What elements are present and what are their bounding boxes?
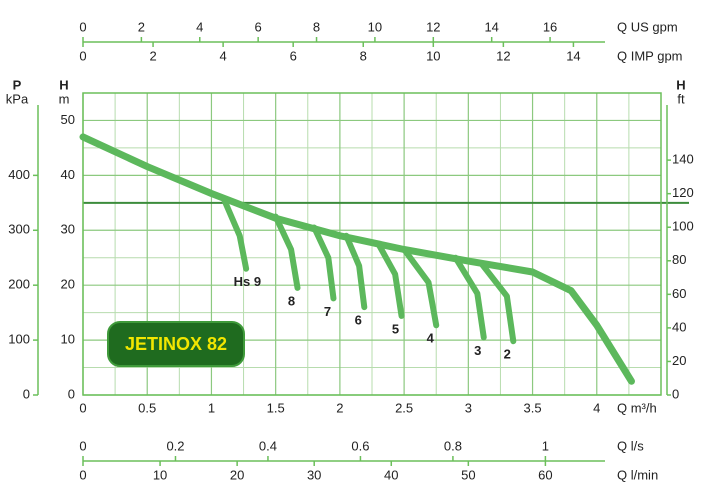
axis-label: Q US gpm	[617, 19, 678, 34]
x2-tick-label: 0	[79, 48, 86, 63]
y-axis-label: H	[59, 77, 68, 92]
x2-tick-label: 2	[149, 48, 156, 63]
x2-tick-label: 4	[196, 19, 203, 34]
y3-tick-label: 120	[672, 185, 694, 200]
x2-tick-label: 40	[384, 467, 398, 482]
x2-tick-label: 6	[255, 19, 262, 34]
x2-tick-label: 1	[542, 438, 549, 453]
curve-label: 7	[324, 304, 331, 319]
branch-curve	[272, 213, 301, 291]
x-tick-label: 2	[336, 400, 343, 415]
branch-curve	[478, 260, 517, 345]
curve-label: 6	[355, 313, 362, 328]
x2-tick-label: 0	[79, 467, 86, 482]
y3-tick-label: 140	[672, 152, 694, 167]
x-tick-label: 3	[465, 400, 472, 415]
x-tick-label: 3.5	[524, 400, 542, 415]
x-tick-label: 1	[208, 400, 215, 415]
y2-tick-label: 400	[8, 167, 30, 182]
branch-curve	[343, 232, 368, 311]
x2-tick-label: 16	[543, 19, 557, 34]
y2-tick-label: 0	[23, 386, 30, 401]
x2-tick-label: 4	[220, 48, 227, 63]
x2-tick-label: 10	[426, 48, 440, 63]
x2-tick-label: 8	[360, 48, 367, 63]
curve-label: 8	[288, 293, 295, 308]
y3-tick-label: 60	[672, 286, 686, 301]
x2-tick-label: 6	[290, 48, 297, 63]
x2-tick-label: 2	[138, 19, 145, 34]
x2-tick-label: 0.2	[166, 438, 184, 453]
y-tick-label: 50	[61, 112, 75, 127]
x2-tick-label: 14	[484, 19, 498, 34]
right-axis-unit: ft	[677, 91, 685, 106]
plot-frame	[82, 92, 662, 396]
x-tick-label: 4	[593, 400, 600, 415]
y-tick-label: 40	[61, 167, 75, 182]
badge-box	[107, 321, 245, 367]
branch-curve	[401, 246, 440, 329]
branch-curve	[375, 241, 405, 319]
y3-tick-label: 20	[672, 353, 686, 368]
curve-label: Hs 9	[234, 274, 261, 289]
x2-tick-label: 10	[368, 19, 382, 34]
x2-tick-label: 12	[496, 48, 510, 63]
x2-tick-label: 30	[307, 467, 321, 482]
branch-curve	[311, 224, 337, 302]
branch-curve	[221, 197, 250, 272]
axis-label: Q IMP gpm	[617, 48, 683, 63]
x2-tick-label: 10	[153, 467, 167, 482]
x-tick-label: 1.5	[267, 400, 285, 415]
curve-label: 4	[427, 331, 435, 346]
right-axis-label: H	[676, 77, 685, 92]
y2-tick-label: 100	[8, 332, 30, 347]
x2-tick-label: 14	[566, 48, 580, 63]
y2-tick-label: 300	[8, 222, 30, 237]
y-tick-label: 10	[61, 332, 75, 347]
curve-label: 2	[504, 347, 511, 362]
x-tick-label: 2.5	[395, 400, 413, 415]
y3-tick-label: 100	[672, 219, 694, 234]
y3-tick-label: 80	[672, 252, 686, 267]
x2-tick-label: 50	[461, 467, 475, 482]
branch-curve	[452, 254, 487, 341]
x-tick-label: 0	[79, 400, 86, 415]
left-axis-unit: kPa	[6, 91, 29, 106]
y3-tick-label: 40	[672, 319, 686, 334]
x-axis-label: Q m³/h	[617, 400, 657, 415]
curve-label: 3	[474, 343, 481, 358]
y-axis-unit: m	[59, 91, 70, 106]
y-tick-label: 20	[61, 277, 75, 292]
x-tick-label: 0.5	[138, 400, 156, 415]
x2-tick-label: 0	[79, 19, 86, 34]
main-curve	[79, 133, 635, 385]
y2-tick-label: 200	[8, 277, 30, 292]
left-axis-label: P	[13, 77, 22, 92]
x2-tick-label: 0.8	[444, 438, 462, 453]
x2-tick-label: 12	[426, 19, 440, 34]
badge-text: JETINOX 82	[125, 334, 227, 354]
x2-tick-label: 0.4	[259, 438, 277, 453]
x2-tick-label: 60	[538, 467, 552, 482]
x2-tick-label: 20	[230, 467, 244, 482]
curve-label: 5	[392, 321, 399, 336]
x2-tick-label: 0.6	[351, 438, 369, 453]
axis-label: Q l/min	[617, 467, 658, 482]
x2-tick-label: 8	[313, 19, 320, 34]
y3-tick-label: 0	[672, 386, 679, 401]
y-tick-label: 0	[68, 386, 75, 401]
y-tick-label: 30	[61, 222, 75, 237]
axis-label: Q l/s	[617, 438, 644, 453]
x2-tick-label: 0	[79, 438, 86, 453]
